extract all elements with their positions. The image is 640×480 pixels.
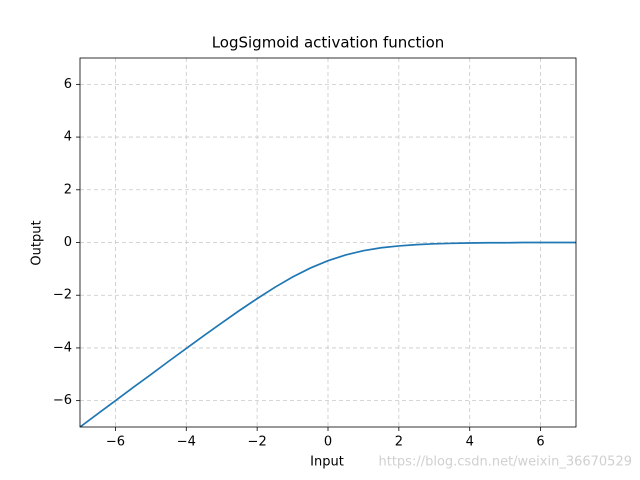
x-tick-label: 0 [324,435,332,450]
x-tick-label: −2 [248,435,267,450]
y-tick-label: −4 [53,340,72,355]
x-axis-label: Input [310,455,344,470]
x-tick-label: 2 [395,435,403,450]
y-tick-label: 6 [64,77,72,92]
y-tick-label: 0 [64,235,72,250]
y-tick-label: 2 [64,182,72,197]
y-axis-label: Output [30,220,45,265]
x-tick-label: 6 [536,435,544,450]
y-tick-label: −6 [53,393,72,408]
line-series [80,241,576,427]
y-tick-label: 4 [64,130,72,145]
x-tick-label: −4 [177,435,196,450]
chart-title: LogSigmoid activation function [212,34,445,52]
y-tick-label: −2 [53,288,72,303]
x-tick-label: −6 [106,435,125,450]
watermark: https://blog.csdn.net/weixin_36670529 [378,455,632,470]
x-tick-label: 4 [466,435,474,450]
plot-frame [79,57,577,428]
